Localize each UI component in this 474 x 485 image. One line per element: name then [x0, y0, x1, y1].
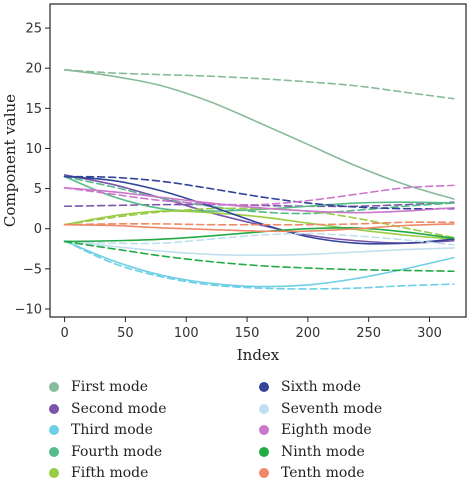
legend: First mode Second mode Third mode Fourth mo…	[0, 376, 474, 484]
series-layer	[63, 69, 455, 290]
legend-item: Third mode	[49, 419, 153, 441]
legend-label: Fourth mode	[71, 443, 163, 460]
series-line-fifth-mode-solid	[63, 210, 455, 240]
legend-item: Fourth mode	[49, 441, 162, 463]
y-axis: −10 −5 0 5 10 15 20 25	[15, 22, 50, 317]
legend-label: Fifth mode	[71, 465, 149, 481]
series-line-tenth-mode-solid	[63, 223, 455, 233]
series-line-tenth-mode-dashed	[63, 221, 455, 226]
legend-swatch	[259, 382, 269, 392]
y-tick-label: 15	[25, 102, 42, 117]
legend-swatch	[49, 446, 59, 457]
legend-swatch	[259, 446, 269, 457]
legend-item: Tenth mode	[259, 462, 365, 484]
y-tick-label: 25	[25, 22, 42, 37]
y-tick-label: 0	[34, 222, 42, 237]
series-line-seventh-mode-solid	[63, 239, 455, 257]
y-tick-label: −5	[23, 262, 42, 277]
legend-swatch	[49, 403, 59, 414]
legend-item: Seventh mode	[259, 398, 382, 420]
series-line-fourth-mode-solid	[63, 175, 455, 212]
legend-label: First mode	[71, 379, 149, 395]
legend-label: Third mode	[71, 422, 153, 438]
legend-item: Fifth mode	[49, 462, 148, 484]
plot-frame	[49, 3, 467, 318]
legend-label: Tenth mode	[281, 465, 365, 481]
series-line-first-mode-solid	[63, 69, 455, 200]
x-tick-label: 250	[356, 326, 381, 341]
x-tick-label: 150	[235, 326, 260, 341]
legend-label: Eighth mode	[281, 422, 372, 438]
legend-swatch	[49, 425, 59, 435]
x-tick-label: 0	[60, 326, 68, 341]
y-tick-label: 20	[25, 62, 42, 77]
plot-area	[49, 3, 467, 318]
legend-item: Ninth mode	[259, 441, 365, 463]
legend-swatch	[259, 403, 269, 414]
series-line-ninth-mode-dashed	[63, 240, 455, 273]
legend-item: Eighth mode	[259, 419, 372, 441]
legend-swatch	[49, 468, 59, 478]
x-tick-label: 50	[117, 326, 134, 341]
x-tick-label: 200	[295, 326, 320, 341]
x-tick-label: 100	[174, 326, 199, 341]
x-axis-title: Index	[237, 346, 280, 364]
line-chart: −10 −5 0 5 10 15 20 25 0 50 100 150 200 250 300 Index…	[1, 3, 467, 364]
x-tick-label: 300	[417, 326, 442, 341]
series-line-sixth-mode-solid	[63, 175, 455, 245]
series-line-eighth-mode-solid	[63, 186, 455, 214]
y-tick-label: 5	[34, 182, 42, 197]
series-line-third-mode-solid	[63, 239, 455, 288]
legend-swatch	[259, 468, 269, 478]
series-line-fourth-mode-dashed	[63, 175, 455, 215]
legend-item: Sixth mode	[259, 376, 361, 398]
series-line-second-mode-dashed	[63, 201, 455, 208]
series-line-first-mode-dashed	[63, 69, 455, 100]
x-axis: 0 50 100 150 200 250 300	[60, 317, 442, 341]
legend-label: Seventh mode	[281, 400, 383, 417]
legend-label: Ninth mode	[281, 443, 365, 460]
legend-label: Sixth mode	[281, 379, 362, 395]
y-axis-title: Component value	[1, 94, 19, 227]
legend-label: Second mode	[71, 400, 167, 417]
y-tick-label: −10	[15, 302, 42, 317]
series-line-third-mode-dashed	[63, 239, 455, 290]
legend-swatch	[49, 382, 59, 392]
legend-swatch	[259, 425, 269, 435]
legend-item: Second mode	[49, 398, 167, 420]
legend-item: First mode	[49, 376, 148, 398]
y-tick-label: 10	[25, 142, 42, 157]
